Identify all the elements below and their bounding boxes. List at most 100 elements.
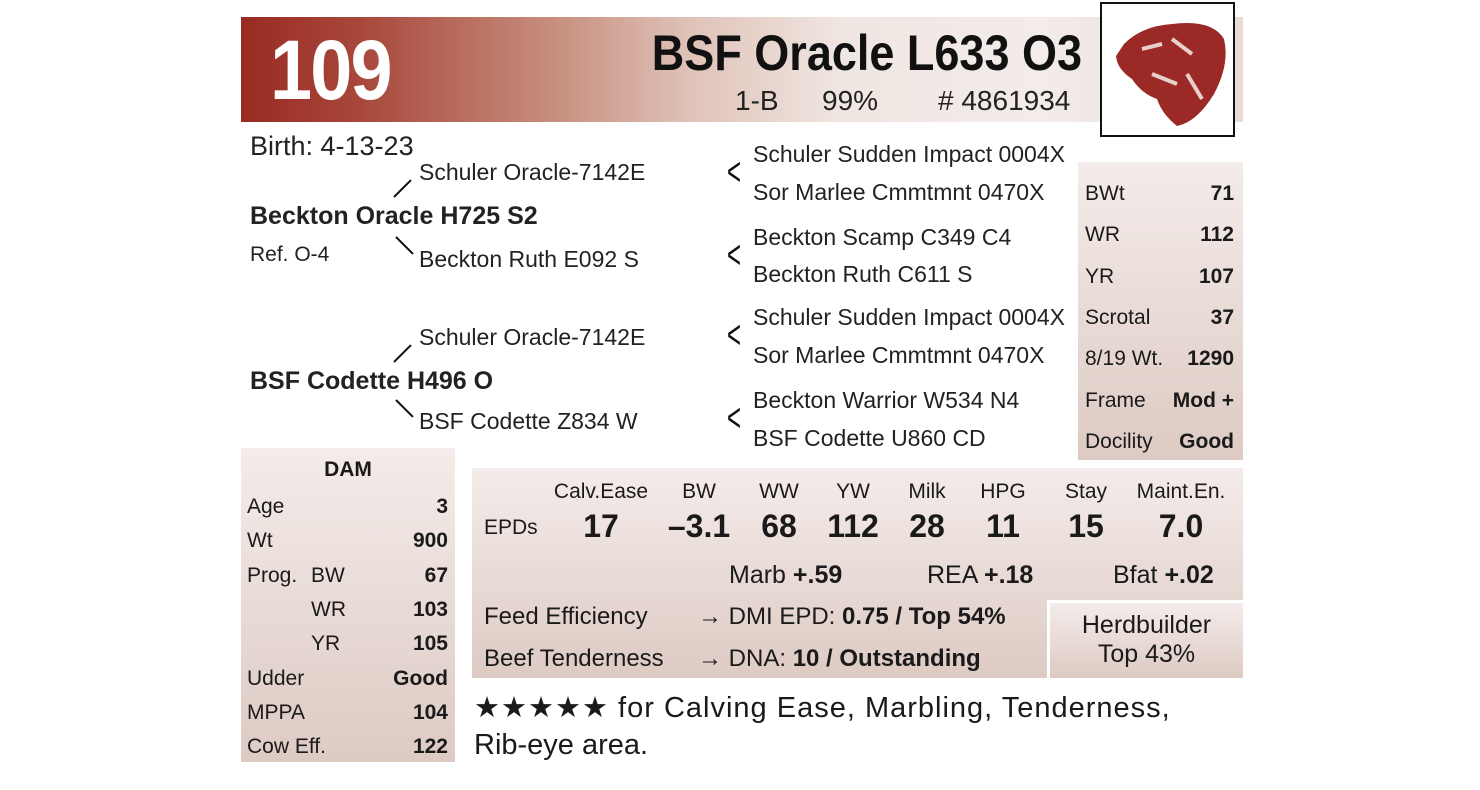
- performance-stats-panel: BWt 71 WR 112 YR 107 Scrotal 37 8/19 Wt. 1290 Fram…: [1078, 162, 1243, 460]
- dam-row: WR 103: [241, 590, 455, 631]
- great-grandparent: BSF Codette U860 CD: [753, 425, 986, 451]
- lot-number: 109: [270, 23, 393, 117]
- epd-value: 28: [909, 508, 945, 544]
- beef-tenderness-value: → DNA: 10 / Outstanding: [698, 645, 981, 672]
- herdbuilder-title: Herdbuilder: [1081, 611, 1212, 639]
- percent: 99%: [822, 85, 879, 116]
- stat-value: Good: [1179, 429, 1234, 453]
- dam-row-label: MPPA: [247, 700, 305, 724]
- dam-panel: DAM Age 3 Wt 900 Prog. BW 67 WR 103 YR 105 Udder Goo…: [241, 448, 455, 762]
- dam-row-value: 103: [412, 597, 448, 621]
- epd-value: 7.0: [1158, 508, 1204, 544]
- dam-row-label: Udder: [247, 666, 305, 690]
- stat-row: 8/19 Wt. 1290: [1078, 339, 1243, 380]
- epd-label: EPDs: [484, 516, 538, 539]
- epd-value: 68: [761, 508, 797, 544]
- great-grandparent: Sor Marlee Cmmtmnt 0470X: [753, 342, 1045, 368]
- sire-name: Beckton Oracle H725 S2: [250, 202, 538, 230]
- epd-value: 11: [986, 508, 1020, 544]
- rea-epd: REA +.18: [927, 561, 1034, 589]
- dam-row-value: 900: [412, 529, 448, 553]
- epd-header: HPG: [980, 480, 1026, 503]
- bracket-icon: <: [727, 396, 742, 440]
- stat-value: Mod +: [1172, 388, 1234, 412]
- stat-value: 112: [1200, 223, 1234, 247]
- dam-row-label: Wt: [247, 529, 273, 553]
- dam-row: Cow Eff. 122: [241, 727, 455, 768]
- stat-label: Scrotal: [1085, 305, 1151, 329]
- stat-label: 8/19 Wt.: [1085, 347, 1164, 371]
- epd-header: Stay: [1064, 480, 1108, 503]
- feed-efficiency-value: → DMI EPD: 0.75 / Top 54%: [698, 603, 1006, 630]
- star-rating-icon: ★★★★★: [474, 692, 609, 724]
- stat-label: Docility: [1085, 429, 1153, 453]
- dam-row: MPPA 104: [241, 693, 455, 734]
- dam-row: Prog. BW 67: [241, 556, 455, 597]
- dam-row-label: Cow Eff.: [247, 735, 326, 759]
- dam-row-sublabel: WR: [311, 597, 346, 621]
- stat-label: YR: [1085, 264, 1115, 288]
- dam-dam: BSF Codette Z834 W: [419, 408, 638, 434]
- bracket-icon: <: [727, 150, 742, 194]
- stat-row: YR 107: [1078, 257, 1243, 298]
- dam-row-value: 122: [412, 735, 448, 759]
- dam-row-value: Good: [393, 666, 448, 690]
- epd-header: Milk: [908, 480, 946, 503]
- herdbuilder-value: Top 43%: [1097, 640, 1196, 668]
- stat-row: BWt 71: [1078, 174, 1243, 215]
- stat-value: 71: [1210, 182, 1234, 205]
- epd-value: –3.1: [667, 508, 731, 544]
- bracket-icon: <: [727, 233, 742, 277]
- great-grandparent: Schuler Sudden Impact 0004X: [753, 304, 1065, 330]
- stat-value: 1290: [1187, 347, 1234, 371]
- dam-row: YR 105: [241, 624, 455, 665]
- sire-ref: Ref. O-4: [250, 243, 330, 266]
- epd-value: 17: [583, 508, 619, 544]
- feed-efficiency-label: Feed Efficiency: [484, 603, 648, 630]
- star-note-line2: Rib-eye area.: [474, 729, 649, 761]
- dam-row-label: Prog.: [247, 563, 298, 587]
- dam-row-sublabel: YR: [311, 632, 341, 656]
- sire-dam: Beckton Ruth E092 S: [419, 246, 639, 272]
- great-grandparent: Sor Marlee Cmmtmnt 0470X: [753, 179, 1045, 205]
- stat-value: 37: [1210, 305, 1234, 329]
- stat-label: Frame: [1085, 388, 1146, 412]
- stat-row: Scrotal 37: [1078, 298, 1243, 339]
- dam-row-sublabel: BW: [311, 563, 345, 587]
- bfat-epd: Bfat +.02: [1113, 561, 1214, 589]
- epd-header: Maint.En.: [1136, 480, 1226, 503]
- dam-row-label: Age: [247, 495, 285, 518]
- dam-row-value: 105: [412, 632, 448, 656]
- dam-row-value: 104: [412, 700, 448, 724]
- star-note: ★★★★★ for Calving Ease, Marbling, Tender…: [474, 692, 1171, 724]
- animal-name: BSF Oracle L633 O3: [651, 25, 1082, 81]
- great-grandparent: Schuler Sudden Impact 0004X: [753, 141, 1065, 167]
- sire-sire: Schuler Oracle-7142E: [419, 159, 646, 185]
- herdbuilder-box: Herdbuilder Top 43%: [1047, 600, 1243, 678]
- dam-panel-title: DAM: [324, 458, 372, 481]
- stat-row: Frame Mod +: [1078, 381, 1243, 422]
- dam-row: Age 3: [241, 487, 455, 528]
- dam-row-value: 3: [436, 495, 448, 518]
- stat-label: BWt: [1085, 182, 1125, 205]
- dam-name: BSF Codette H496 O: [250, 367, 494, 395]
- epd-value: 112: [827, 508, 879, 544]
- marbling-epd: Marb +.59: [729, 561, 843, 589]
- dam-row-value: 67: [424, 563, 448, 587]
- epd-header: WW: [759, 480, 799, 503]
- bull-head-logo-icon: [1100, 2, 1235, 137]
- header-banner: [241, 17, 1243, 122]
- great-grandparent: Beckton Warrior W534 N4: [753, 387, 1020, 413]
- epd-value: 15: [1068, 508, 1104, 544]
- dam-row: Udder Good: [241, 659, 455, 700]
- epd-header: YW: [836, 480, 870, 503]
- stat-label: WR: [1085, 223, 1120, 247]
- stat-row: Docility Good: [1078, 422, 1243, 463]
- epd-header: BW: [682, 480, 716, 503]
- epd-header: Calv.Ease: [553, 480, 649, 503]
- birth-date: Birth: 4-13-23: [250, 131, 414, 161]
- dam-row: Wt 900: [241, 521, 455, 562]
- class: 1-B: [735, 85, 779, 116]
- bracket-icon: <: [727, 313, 742, 357]
- beef-tenderness-label: Beef Tenderness: [484, 645, 664, 672]
